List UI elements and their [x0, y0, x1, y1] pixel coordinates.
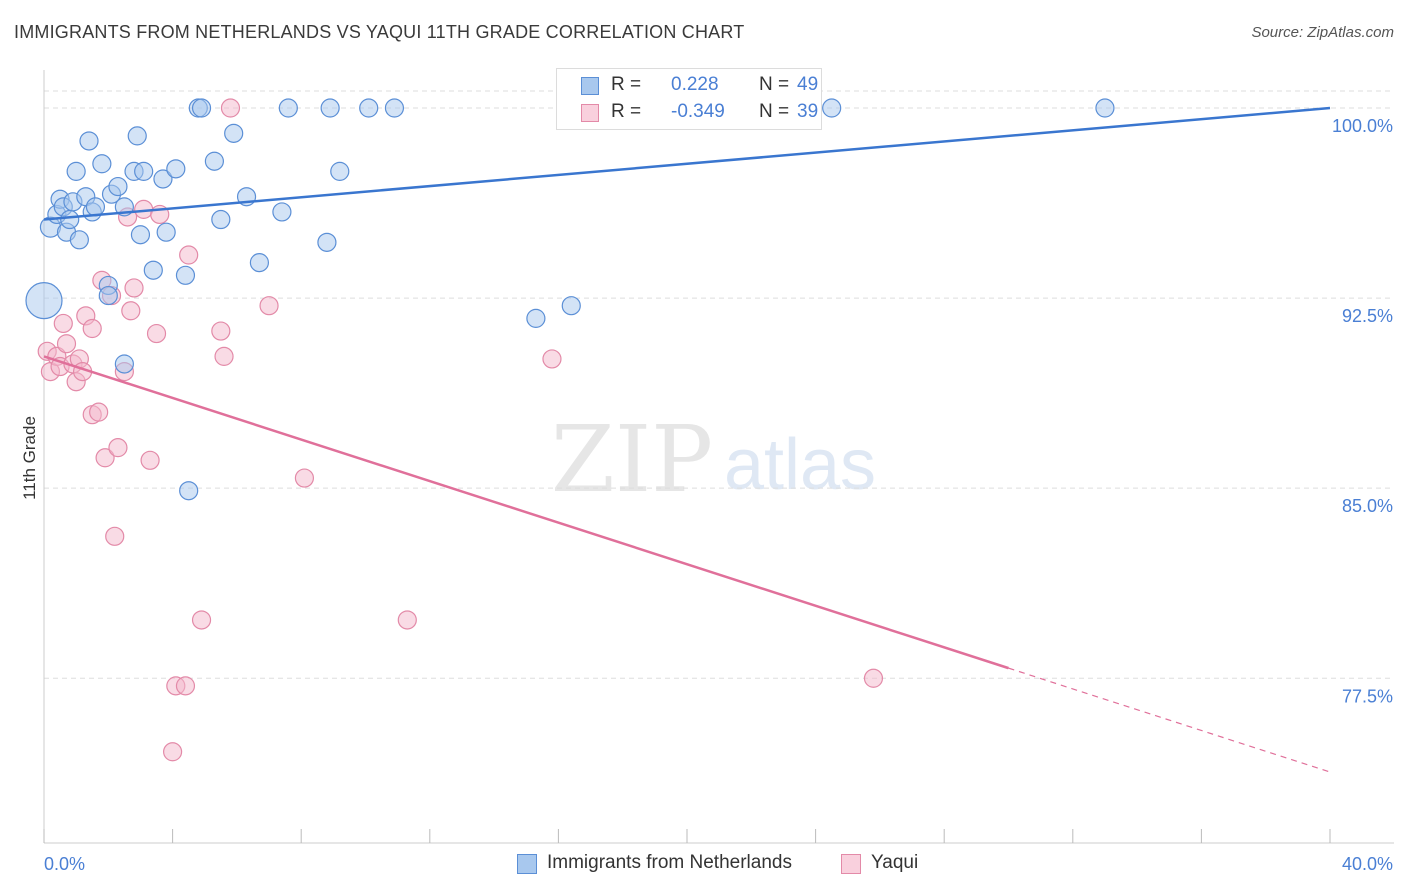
- netherlands-point: [175, 265, 196, 285]
- netherlands-point: [561, 296, 581, 316]
- chart-title: IMMIGRANTS FROM NETHERLANDS VS YAQUI 11T…: [14, 22, 745, 42]
- netherlands-point: [822, 98, 842, 118]
- legend-label-yaqui: Yaqui: [871, 852, 919, 873]
- axes: [43, 70, 1394, 844]
- yaqui-point: [89, 402, 109, 422]
- yaqui-point: [294, 468, 315, 488]
- netherlands-point: [224, 123, 244, 143]
- legend-r-label: R =: [611, 74, 642, 95]
- trend-line: [43, 355, 1009, 670]
- yaqui-point: [214, 346, 234, 366]
- yaqui-point: [211, 321, 231, 341]
- y-tick-label: 77.5%: [1342, 686, 1393, 706]
- yaqui-point: [146, 323, 167, 344]
- axis-labels: 77.5% 85.0% 92.5% 100.0% 0.0% 40.0% 11th Grade: [20, 116, 1393, 874]
- legend-n-label: N =: [759, 74, 790, 95]
- netherlands-point: [204, 151, 224, 171]
- yaqui-point: [191, 610, 212, 630]
- yaqui-point: [121, 301, 141, 321]
- netherlands-point: [98, 285, 118, 306]
- yaqui-point: [220, 98, 241, 118]
- legend-label-netherlands: Immigrants from Netherlands: [547, 852, 792, 873]
- yaqui-point: [124, 278, 144, 298]
- legend-r-label: R =: [611, 101, 642, 122]
- yaqui-point: [863, 668, 884, 688]
- yaqui-point: [56, 334, 77, 354]
- legend-swatch-blue: [581, 77, 599, 95]
- legend-n-value: 39: [797, 101, 819, 122]
- netherlands-point: [25, 282, 63, 320]
- netherlands-point: [526, 308, 546, 328]
- netherlands-point: [179, 481, 199, 501]
- netherlands-point: [191, 98, 212, 118]
- legend-n-value: 49: [797, 74, 819, 95]
- netherlands-point: [278, 98, 298, 118]
- netherlands-point: [108, 176, 128, 197]
- yaqui-points: [37, 98, 884, 762]
- yaqui-point: [259, 296, 279, 316]
- y-tick-label: 85.0%: [1342, 496, 1393, 516]
- y-tick-label: 100.0%: [1332, 116, 1393, 136]
- trend-lines: [43, 106, 1331, 773]
- yaqui-point: [140, 450, 160, 470]
- y-axis-title: 11th Grade: [20, 416, 39, 500]
- legend-swatch-blue: [517, 854, 537, 874]
- netherlands-point: [127, 126, 147, 146]
- legend-swatch-pink: [841, 854, 861, 874]
- netherlands-point: [79, 131, 99, 151]
- y-tick-label: 92.5%: [1342, 306, 1393, 326]
- yaqui-point: [105, 526, 125, 546]
- netherlands-point: [92, 154, 112, 174]
- netherlands-point: [134, 161, 154, 181]
- yaqui-point: [108, 438, 128, 458]
- yaqui-point: [397, 610, 417, 630]
- yaqui-point: [163, 742, 183, 762]
- legend-r-value: 0.228: [671, 74, 719, 95]
- netherlands-point: [317, 232, 337, 252]
- netherlands-point: [359, 98, 379, 118]
- legend-r-value: -0.349: [671, 101, 725, 122]
- legend-swatch-pink: [581, 104, 599, 122]
- watermark-zip: ZIP: [551, 406, 713, 513]
- netherlands-point: [1095, 98, 1115, 118]
- netherlands-point: [272, 202, 292, 222]
- netherlands-point: [69, 230, 89, 250]
- watermark-atlas: atlas: [724, 425, 876, 505]
- netherlands-point: [156, 222, 176, 242]
- netherlands-point: [320, 98, 340, 118]
- trend-line: [43, 106, 1331, 221]
- netherlands-point: [249, 253, 270, 273]
- x-tick-label: 0.0%: [44, 854, 85, 874]
- grid-lines: [44, 90, 1394, 679]
- series-legend: Immigrants from Netherlands Yaqui: [0, 852, 1406, 878]
- legend-n-label: N =: [759, 101, 790, 122]
- netherlands-point: [66, 161, 86, 181]
- netherlands-point: [330, 161, 350, 181]
- source-credit: Source: ZipAtlas.com: [1251, 24, 1394, 41]
- yaqui-point: [82, 318, 102, 339]
- netherlands-point: [114, 354, 134, 374]
- netherlands-point: [85, 197, 106, 217]
- yaqui-point: [175, 676, 196, 696]
- netherlands-point: [60, 209, 80, 230]
- yaqui-point: [542, 349, 562, 369]
- netherlands-point: [211, 209, 231, 230]
- yaqui-point: [53, 313, 73, 334]
- x-tick-label: 40.0%: [1342, 854, 1393, 874]
- netherlands-point: [143, 260, 163, 280]
- yaqui-point: [95, 448, 115, 468]
- stats-legend: R = 0.228 N = 49 R = -0.349 N = 39: [556, 68, 822, 130]
- trend-line-extension: [1008, 667, 1331, 773]
- netherlands-point: [384, 98, 405, 118]
- netherlands-point: [153, 169, 173, 189]
- netherlands-point: [166, 159, 186, 179]
- netherlands-point: [130, 225, 151, 245]
- yaqui-point: [179, 245, 199, 265]
